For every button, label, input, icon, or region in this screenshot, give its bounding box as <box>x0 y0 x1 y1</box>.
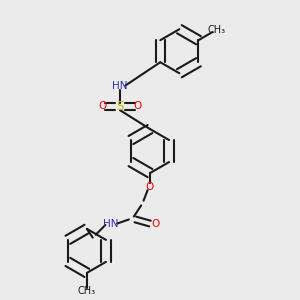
Text: HN: HN <box>103 219 119 229</box>
Text: S: S <box>116 100 124 113</box>
Text: O: O <box>134 101 142 111</box>
Text: O: O <box>98 101 106 111</box>
Text: O: O <box>146 182 154 192</box>
Text: CH₃: CH₃ <box>208 25 226 35</box>
Text: O: O <box>151 219 159 229</box>
Text: CH₃: CH₃ <box>78 286 96 296</box>
Text: HN: HN <box>112 82 128 92</box>
